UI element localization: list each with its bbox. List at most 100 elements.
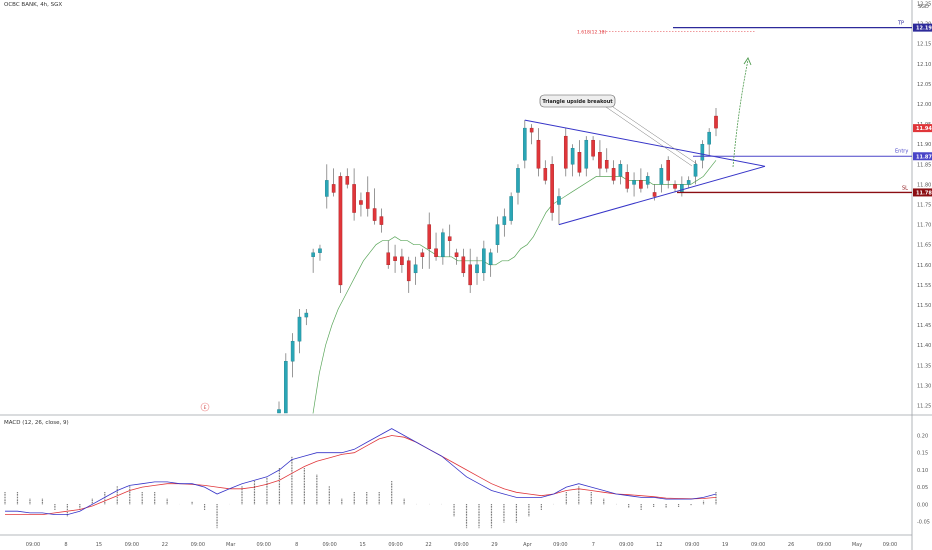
fib-label: 1.618(12.18) bbox=[577, 29, 607, 35]
time-tick-label: 12 bbox=[656, 542, 662, 548]
time-tick-label: 8 bbox=[295, 542, 298, 548]
callout-box bbox=[539, 94, 616, 108]
price-tick-label: 11.65 bbox=[917, 243, 931, 249]
time-tick-label: 19 bbox=[722, 542, 728, 548]
bullish-candle bbox=[311, 252, 315, 257]
bearish-candle bbox=[372, 208, 377, 221]
price-badge bbox=[913, 124, 932, 133]
bullish-candle bbox=[495, 224, 500, 245]
bearish-candle bbox=[427, 224, 432, 249]
price-tick-label: 11.80 bbox=[917, 182, 931, 188]
time-tick-label: 09:00 bbox=[454, 542, 468, 548]
price-badge-label: 11.78 bbox=[916, 190, 932, 196]
price-tick-label: 11.85 bbox=[917, 162, 931, 168]
macd-tick-label: 0.10 bbox=[917, 468, 928, 474]
bearish-candle bbox=[543, 168, 548, 181]
time-tick-label: 15 bbox=[359, 542, 365, 548]
time-tick-label: 09:00 bbox=[883, 542, 897, 548]
bullish-candle bbox=[297, 316, 302, 342]
macd-line bbox=[5, 428, 717, 515]
bullish-candle bbox=[488, 252, 493, 266]
macd-tick-label: 0.00 bbox=[917, 502, 928, 508]
bullish-candle bbox=[324, 180, 329, 197]
price-tick-label: 12.05 bbox=[917, 82, 931, 88]
bullish-candle bbox=[659, 168, 664, 185]
bullish-candle bbox=[441, 232, 445, 257]
time-tick-label: 09:00 bbox=[619, 542, 633, 548]
price-badge-label: 11.87 bbox=[916, 154, 932, 160]
bearish-candle bbox=[393, 256, 397, 261]
time-tick-label: 09:00 bbox=[817, 542, 831, 548]
bearish-candle bbox=[591, 139, 595, 157]
bearish-candle bbox=[673, 184, 677, 189]
time-tick-label: 09:00 bbox=[322, 542, 336, 548]
bullish-candle bbox=[707, 131, 711, 145]
price-badge bbox=[913, 23, 932, 32]
bullish-candle bbox=[645, 176, 650, 185]
price-badge bbox=[913, 188, 932, 197]
price-tick-label: 11.75 bbox=[917, 203, 931, 209]
bearish-candle bbox=[639, 180, 643, 189]
time-tick-label: 7 bbox=[592, 542, 595, 548]
bullish-candle bbox=[680, 184, 684, 193]
bullish-candle bbox=[632, 180, 636, 185]
bullish-candle bbox=[277, 409, 281, 414]
time-tick-label: 09:00 bbox=[388, 542, 402, 548]
time-tick-label: May bbox=[852, 542, 862, 548]
bearish-candle bbox=[714, 115, 718, 129]
bearish-candle bbox=[550, 164, 554, 213]
bearish-candle bbox=[434, 248, 438, 257]
time-tick-label: 8 bbox=[64, 542, 67, 548]
bullish-candle bbox=[618, 164, 623, 177]
callout-text: Triangle upside breakout bbox=[542, 99, 613, 105]
bullish-candle bbox=[502, 216, 507, 225]
bearish-candle bbox=[420, 252, 425, 257]
macd-tick-label: 0.05 bbox=[917, 485, 928, 491]
event-marker-label: E bbox=[204, 405, 207, 411]
time-tick-label: 22 bbox=[162, 542, 168, 548]
tp-line-label: TP bbox=[897, 21, 904, 27]
bullish-candle bbox=[482, 248, 486, 274]
callout-pointer bbox=[612, 106, 698, 165]
bearish-candle bbox=[666, 160, 671, 181]
bearish-candle bbox=[386, 252, 391, 266]
bearish-candle bbox=[331, 184, 336, 193]
callout-pointer bbox=[605, 106, 693, 167]
time-tick-label: 09:00 bbox=[191, 542, 205, 548]
bearish-candle bbox=[625, 172, 630, 189]
bullish-candle bbox=[557, 196, 561, 205]
bullish-candle bbox=[475, 264, 479, 274]
bullish-candle bbox=[693, 164, 698, 177]
price-tick-label: 12.25 bbox=[917, 2, 931, 8]
bullish-candle bbox=[516, 168, 520, 193]
price-tick-label: 11.25 bbox=[917, 404, 931, 410]
macd-tick-label: -0.05 bbox=[917, 520, 930, 526]
bearish-candle bbox=[454, 252, 459, 257]
bearish-candle bbox=[365, 192, 370, 209]
bearish-candle bbox=[468, 264, 472, 286]
macd-title: MACD (12, 26, close, 9) bbox=[4, 420, 69, 426]
bullish-candle bbox=[584, 139, 589, 169]
price-badge bbox=[913, 152, 932, 161]
price-tick-label: 11.50 bbox=[917, 303, 931, 309]
time-tick-label: 29 bbox=[491, 542, 497, 548]
price-badge-label: 12.19 bbox=[916, 26, 932, 32]
time-tick-label: 09:00 bbox=[26, 542, 40, 548]
sl-line-label: SL bbox=[902, 185, 908, 191]
bearish-candle bbox=[447, 236, 452, 241]
bearish-candle bbox=[536, 139, 541, 169]
bullish-candle bbox=[304, 312, 309, 318]
bearish-candle bbox=[652, 192, 657, 197]
price-tick-label: 11.60 bbox=[917, 263, 931, 269]
bullish-candle bbox=[284, 361, 288, 414]
time-tick-label: Mar bbox=[226, 542, 236, 548]
bearish-candle bbox=[338, 176, 343, 286]
time-tick-label: 09:00 bbox=[553, 542, 567, 548]
bearish-candle bbox=[577, 152, 582, 173]
symbol-title: OCBC BANK, 4h, SGX bbox=[4, 2, 63, 8]
bearish-candle bbox=[352, 184, 356, 213]
bearish-candle bbox=[379, 216, 384, 225]
macd-signal-line bbox=[5, 435, 717, 515]
